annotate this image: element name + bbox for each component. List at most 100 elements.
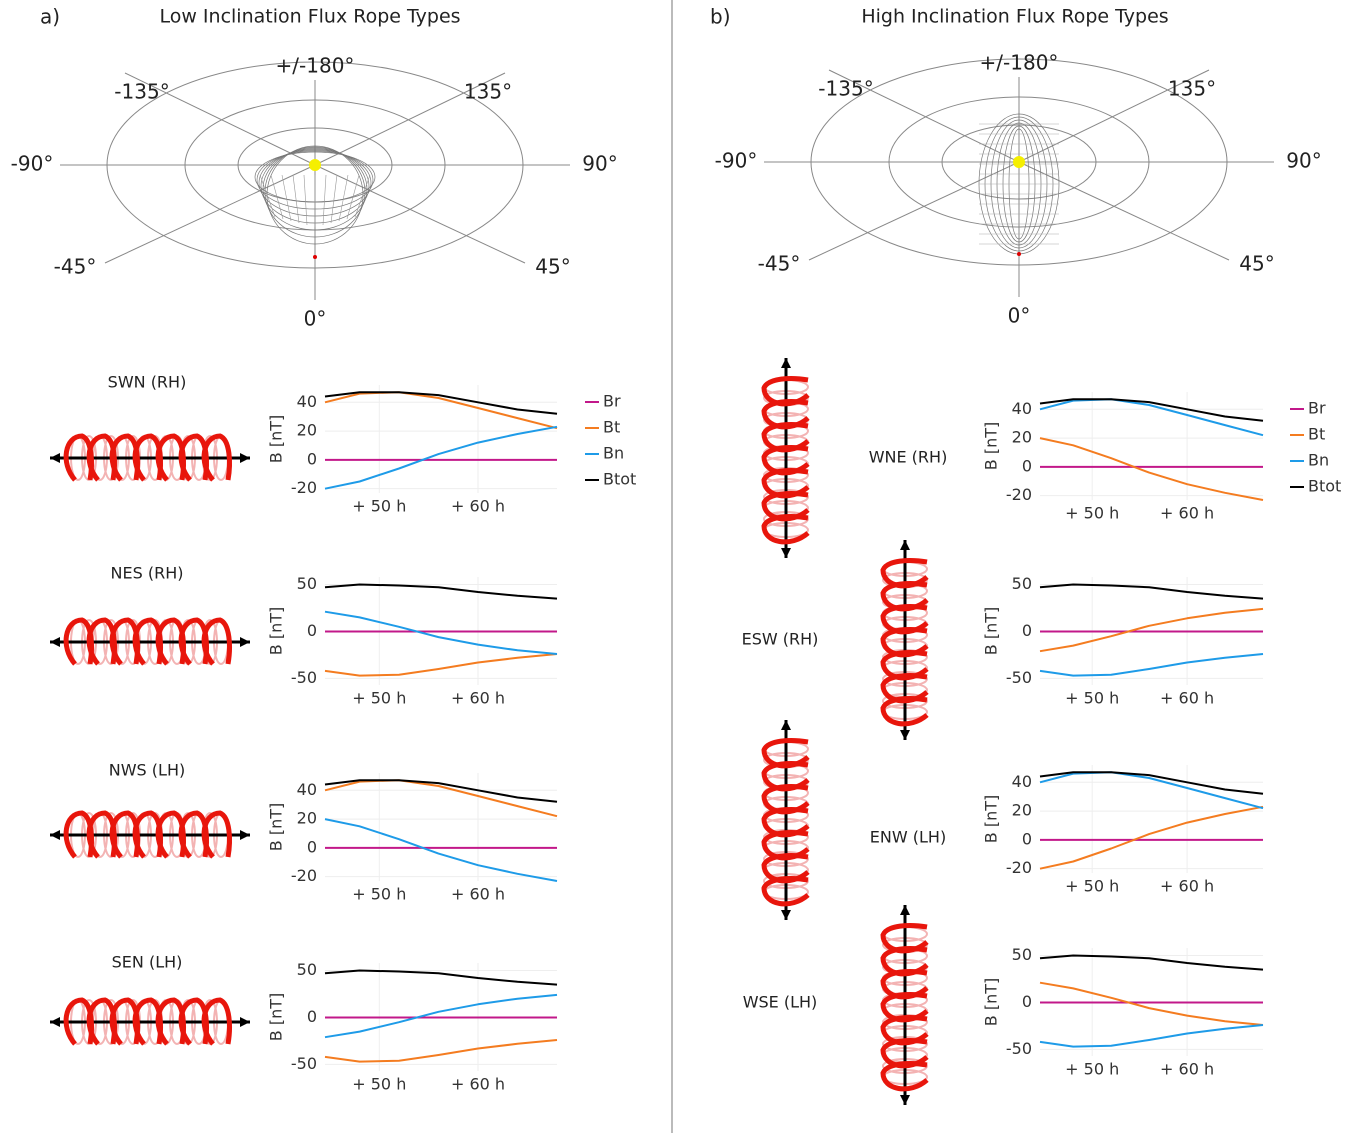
x-tick-label: + 50 h	[1065, 689, 1119, 708]
polar-label: 0°	[304, 307, 327, 331]
polar-label: +/-180°	[980, 51, 1059, 75]
polar-spoke	[314, 72, 506, 166]
legend-label: Br	[603, 392, 621, 411]
chart-title: SWN (RH)	[108, 373, 187, 392]
y-axis-label: B [nT]	[267, 607, 286, 655]
rope-mesh	[346, 174, 360, 220]
helix-front	[201, 433, 232, 482]
chart-title: ENW (LH)	[870, 828, 946, 847]
rope-mesh	[354, 174, 371, 218]
panel-label: b)	[710, 5, 731, 29]
y-tick-label: 40	[1012, 399, 1032, 418]
x-tick-label: + 60 h	[451, 689, 505, 708]
rope-mesh	[292, 174, 300, 224]
y-tick-label: 50	[297, 960, 317, 979]
polar-spoke	[314, 164, 526, 264]
chart-title: NWS (LH)	[109, 761, 185, 780]
chart-title: WNE (RH)	[869, 448, 948, 467]
marker	[313, 255, 317, 259]
x-tick-label: + 50 h	[352, 1075, 406, 1094]
series-line	[1039, 398, 1264, 422]
x-tick-label: + 50 h	[1065, 504, 1119, 523]
polar-label: 0°	[1008, 304, 1031, 328]
series-line	[324, 969, 558, 986]
y-tick-label: 0	[307, 1007, 317, 1026]
flux-rope-icon	[50, 433, 250, 482]
y-tick-label: -20	[291, 478, 317, 497]
observer	[309, 159, 321, 171]
y-tick-label: 0	[307, 449, 317, 468]
y-tick-label: -50	[1006, 668, 1032, 687]
rope-mesh	[262, 147, 368, 231]
flux-rope-icon	[880, 540, 929, 740]
rope-mesh	[322, 174, 327, 226]
rope-mesh	[303, 174, 308, 226]
observer	[1013, 156, 1025, 168]
y-axis-label: B [nT]	[982, 978, 1001, 1026]
series-line	[1039, 954, 1264, 971]
polar-label: 90°	[582, 152, 617, 176]
y-tick-label: 0	[1022, 621, 1032, 640]
x-tick-label: + 50 h	[352, 497, 406, 516]
series-line	[1039, 771, 1264, 810]
y-axis-label: B [nT]	[267, 803, 286, 851]
marker	[1017, 252, 1021, 256]
series-line	[324, 779, 558, 818]
legend-label: Btot	[603, 470, 636, 489]
series-line	[324, 1039, 558, 1063]
y-tick-label: 50	[297, 574, 317, 593]
y-tick-label: -50	[291, 668, 317, 687]
panel-label: a)	[40, 5, 60, 29]
y-tick-label: -20	[1006, 858, 1032, 877]
series-line	[324, 583, 558, 600]
y-tick-label: 0	[1022, 456, 1032, 475]
series-line	[1039, 653, 1264, 677]
y-tick-label: 40	[1012, 772, 1032, 791]
y-tick-label: -20	[291, 866, 317, 885]
series-line	[1039, 437, 1264, 501]
x-tick-label: + 60 h	[1160, 1060, 1214, 1079]
y-axis-label: B [nT]	[267, 993, 286, 1041]
legend-label: Bt	[603, 418, 620, 437]
polar-spoke	[828, 69, 1020, 163]
series-line	[324, 610, 558, 655]
series-line	[324, 818, 558, 882]
series-line	[324, 391, 558, 415]
y-tick-label: -20	[1006, 485, 1032, 504]
x-tick-label: + 50 h	[1065, 1060, 1119, 1079]
x-tick-label: + 60 h	[451, 885, 505, 904]
polar-label: -135°	[114, 80, 169, 104]
legend-label: Bn	[1308, 451, 1329, 470]
chart-title: NES (RH)	[111, 564, 184, 583]
rope-mesh	[338, 174, 349, 222]
series-line	[324, 391, 558, 430]
y-tick-label: 0	[1022, 829, 1032, 848]
y-tick-label: 40	[297, 780, 317, 799]
rope-mesh	[259, 174, 276, 218]
y-tick-label: 0	[307, 837, 317, 856]
x-tick-label: + 60 h	[451, 497, 505, 516]
series-line	[324, 779, 558, 803]
helix-front	[201, 617, 232, 666]
legend-label: Bn	[603, 444, 624, 463]
y-axis-label: B [nT]	[267, 415, 286, 463]
series-line	[324, 653, 558, 677]
series-line	[1039, 1024, 1264, 1048]
flux-rope-icon	[761, 720, 810, 920]
x-tick-label: + 60 h	[451, 1075, 505, 1094]
polar-label: +/-180°	[276, 54, 355, 78]
helix-front	[201, 997, 232, 1046]
x-tick-label: + 60 h	[1160, 877, 1214, 896]
y-tick-label: 40	[297, 392, 317, 411]
panel-title: High Inclination Flux Rope Types	[861, 6, 1168, 28]
y-tick-label: 20	[1012, 428, 1032, 447]
flux-rope-icon	[880, 905, 929, 1105]
chart-title: ESW (RH)	[742, 630, 819, 649]
helix-front	[201, 810, 232, 859]
y-axis-label: B [nT]	[982, 422, 1001, 470]
x-tick-label: + 60 h	[1160, 689, 1214, 708]
y-tick-label: 20	[1012, 801, 1032, 820]
series-line	[1039, 981, 1264, 1026]
polar-spoke	[104, 164, 316, 264]
series-line	[1039, 805, 1264, 870]
